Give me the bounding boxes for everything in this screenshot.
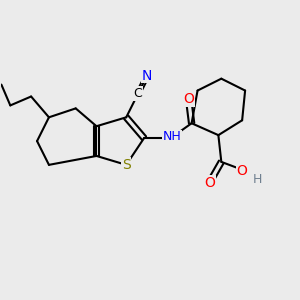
Text: N: N xyxy=(142,69,152,83)
Text: C: C xyxy=(134,87,142,100)
Text: O: O xyxy=(183,92,194,106)
Text: O: O xyxy=(237,164,248,178)
Text: NH: NH xyxy=(163,130,182,143)
Text: O: O xyxy=(204,176,215,190)
Text: H: H xyxy=(252,173,262,186)
Text: S: S xyxy=(122,158,130,172)
